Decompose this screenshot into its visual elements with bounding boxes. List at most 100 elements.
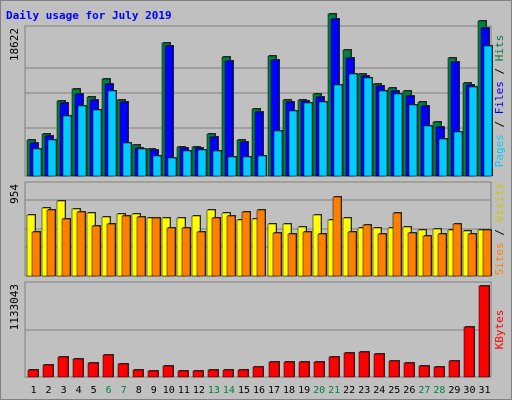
day-label: 10 (163, 385, 175, 396)
bar-pages-day-10 (167, 157, 177, 177)
bar-pages-day-15 (242, 156, 252, 177)
day-label: 4 (76, 385, 82, 396)
bar-kbytes-day-16 (252, 366, 264, 378)
bar-sites-day-17 (272, 232, 282, 277)
day-label: 14 (223, 385, 235, 396)
bar-kbytes-day-14 (222, 369, 234, 378)
bar-pages-day-4 (77, 105, 87, 177)
ymax-label: 1133043 (8, 284, 21, 330)
day-label: 11 (178, 385, 190, 396)
bar-kbytes-day-9 (147, 370, 159, 378)
day-label: 21 (328, 385, 340, 396)
bar-sites-day-31 (482, 229, 492, 277)
bar-kbytes-day-21 (328, 356, 340, 378)
day-label: 24 (373, 385, 385, 396)
bar-pages-day-6 (107, 90, 117, 177)
bar-kbytes-day-3 (57, 356, 69, 378)
bar-sites-day-18 (287, 233, 297, 277)
bar-sites-day-2 (46, 209, 56, 277)
day-label: 15 (238, 385, 250, 396)
legend-visits: Visits (493, 183, 506, 223)
bar-kbytes-day-22 (343, 352, 355, 378)
bar-sites-day-4 (76, 211, 86, 277)
day-label: 12 (193, 385, 205, 396)
bar-kbytes-day-4 (72, 358, 84, 378)
bar-sites-day-19 (302, 231, 312, 277)
bar-pages-day-1 (32, 148, 42, 177)
bar-sites-day-20 (317, 233, 327, 277)
bar-pages-day-18 (288, 110, 298, 177)
bar-pages-day-27 (423, 125, 433, 177)
day-label: 3 (61, 385, 67, 396)
bar-sites-day-24 (377, 233, 387, 277)
bar-pages-day-14 (227, 156, 237, 177)
bar-pages-day-23 (363, 77, 373, 177)
bar-kbytes-day-30 (463, 326, 475, 378)
day-label: 8 (136, 385, 142, 396)
bar-sites-day-9 (151, 217, 161, 277)
bar-pages-day-2 (47, 139, 57, 177)
legend-files: Files (493, 81, 506, 114)
bar-kbytes-day-13 (207, 369, 219, 378)
chart-title: Daily usage for July 2019 (6, 9, 172, 22)
bar-pages-day-19 (303, 102, 313, 177)
bar-kbytes-day-19 (298, 361, 310, 378)
bar-pages-day-25 (393, 93, 403, 177)
bar-pages-day-7 (122, 142, 132, 177)
day-label: 25 (388, 385, 400, 396)
bar-pages-day-13 (212, 150, 222, 177)
day-label: 9 (151, 385, 157, 396)
bar-kbytes-day-10 (162, 365, 174, 378)
day-label: 5 (91, 385, 97, 396)
bar-sites-day-16 (256, 209, 266, 277)
bar-sites-day-22 (347, 231, 357, 277)
bar-sites-day-25 (392, 212, 402, 277)
day-label: 30 (463, 385, 475, 396)
legend-kbytes: KBytes (493, 310, 506, 350)
bar-kbytes-day-20 (313, 361, 325, 378)
bar-kbytes-day-28 (433, 366, 445, 378)
bar-sites-day-15 (241, 211, 251, 277)
bar-sites-day-13 (211, 217, 221, 277)
bar-kbytes-day-23 (358, 351, 370, 378)
ymax-label: 18622 (8, 28, 21, 61)
bar-sites-day-7 (121, 215, 131, 277)
svg-text:Sites / Visits: Sites / Visits (493, 183, 506, 276)
bar-kbytes-day-12 (192, 370, 204, 378)
bar-sites-day-30 (467, 233, 477, 277)
day-label: 2 (46, 385, 52, 396)
bar-pages-day-28 (438, 138, 448, 177)
day-label: 23 (358, 385, 370, 396)
day-label: 26 (403, 385, 415, 396)
bar-sites-day-8 (136, 216, 146, 277)
bar-sites-day-5 (91, 225, 101, 277)
bar-sites-day-21 (332, 196, 342, 277)
bar-sites-day-27 (422, 235, 432, 277)
bar-kbytes-day-6 (102, 354, 114, 378)
bar-kbytes-day-31 (478, 285, 490, 378)
bar-sites-day-1 (31, 231, 41, 277)
bar-pages-day-24 (378, 90, 388, 177)
day-label: 19 (298, 385, 310, 396)
bar-kbytes-day-18 (283, 361, 295, 378)
bar-kbytes-day-2 (42, 364, 54, 378)
bar-pages-day-26 (408, 104, 418, 177)
bar-sites-day-10 (166, 227, 176, 277)
bar-kbytes-day-5 (87, 362, 99, 378)
bar-kbytes-day-17 (268, 361, 280, 378)
legend-sep: / (493, 114, 506, 134)
bar-kbytes-day-29 (448, 360, 460, 378)
svg-text:Pages / Files / Hits: Pages / Files / Hits (493, 35, 506, 168)
bar-pages-day-11 (182, 150, 192, 177)
legend-kbytes: KBytes (493, 310, 506, 350)
bar-pages-day-8 (137, 148, 147, 177)
day-label: 13 (208, 385, 220, 396)
bar-sites-day-23 (362, 224, 372, 277)
legend-sep: / (493, 61, 506, 81)
bar-kbytes-day-24 (373, 353, 385, 378)
bar-pages-day-5 (92, 109, 102, 177)
bar-sites-day-28 (437, 233, 447, 277)
bar-pages-day-31 (483, 45, 493, 177)
bar-sites-day-6 (106, 223, 116, 277)
